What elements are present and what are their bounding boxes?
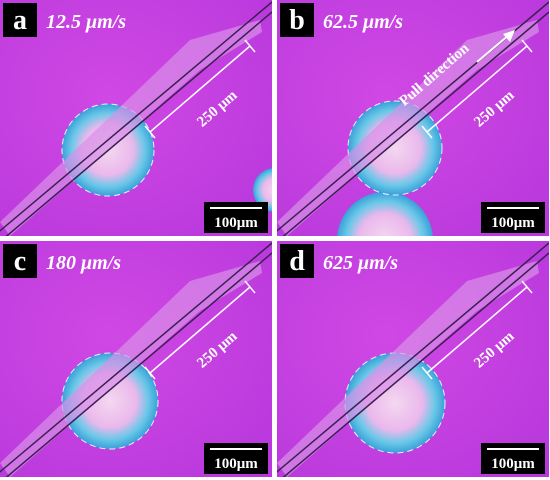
speed: 180 μm/s [46, 252, 121, 274]
fiber [5, 11, 272, 236]
measure-tick [521, 280, 533, 294]
letter-box [280, 244, 314, 278]
measure-tick [521, 39, 533, 53]
fiber [282, 252, 549, 477]
measure-line [149, 286, 251, 374]
panel-letter: b [289, 5, 305, 36]
letter-box [3, 244, 37, 278]
letter-box [280, 3, 314, 37]
scale-label: 100μm [491, 456, 535, 472]
scale-label: 100μm [214, 456, 258, 472]
scale-label: 100μm [491, 215, 535, 231]
measure-tick [244, 280, 256, 294]
measure-line [149, 45, 251, 133]
speed: 62.5 μm/s [323, 11, 403, 33]
measure-tick [244, 39, 256, 53]
letter-box [3, 3, 37, 37]
speed: 625 μm/s [323, 252, 398, 274]
speed: 12.5 μm/s [46, 11, 126, 33]
fiber-crystals [277, 20, 539, 236]
measure-tick [421, 125, 433, 139]
measure-tick [144, 125, 156, 139]
fiber-crystals [0, 20, 262, 236]
measure-tick [144, 366, 156, 380]
panel-letter: a [13, 5, 27, 36]
panel-letter: c [14, 246, 26, 277]
spherulite [337, 192, 433, 236]
fiber-crystals [0, 261, 262, 477]
measure-tick [421, 366, 433, 380]
measure-line [426, 286, 528, 374]
arrow-head [503, 30, 515, 42]
fiber [0, 242, 272, 473]
fiber-crystals [277, 261, 539, 477]
panel-letter: d [289, 246, 305, 277]
fiber [277, 242, 549, 473]
spherulite [253, 168, 272, 212]
fiber [0, 1, 272, 232]
measure-line [426, 45, 528, 133]
arrow-shaft [476, 34, 510, 63]
fiber [282, 11, 549, 236]
scale-label: 100μm [214, 215, 258, 231]
spherulite [61, 352, 159, 450]
spherulite [347, 100, 443, 196]
fiber [5, 252, 272, 477]
